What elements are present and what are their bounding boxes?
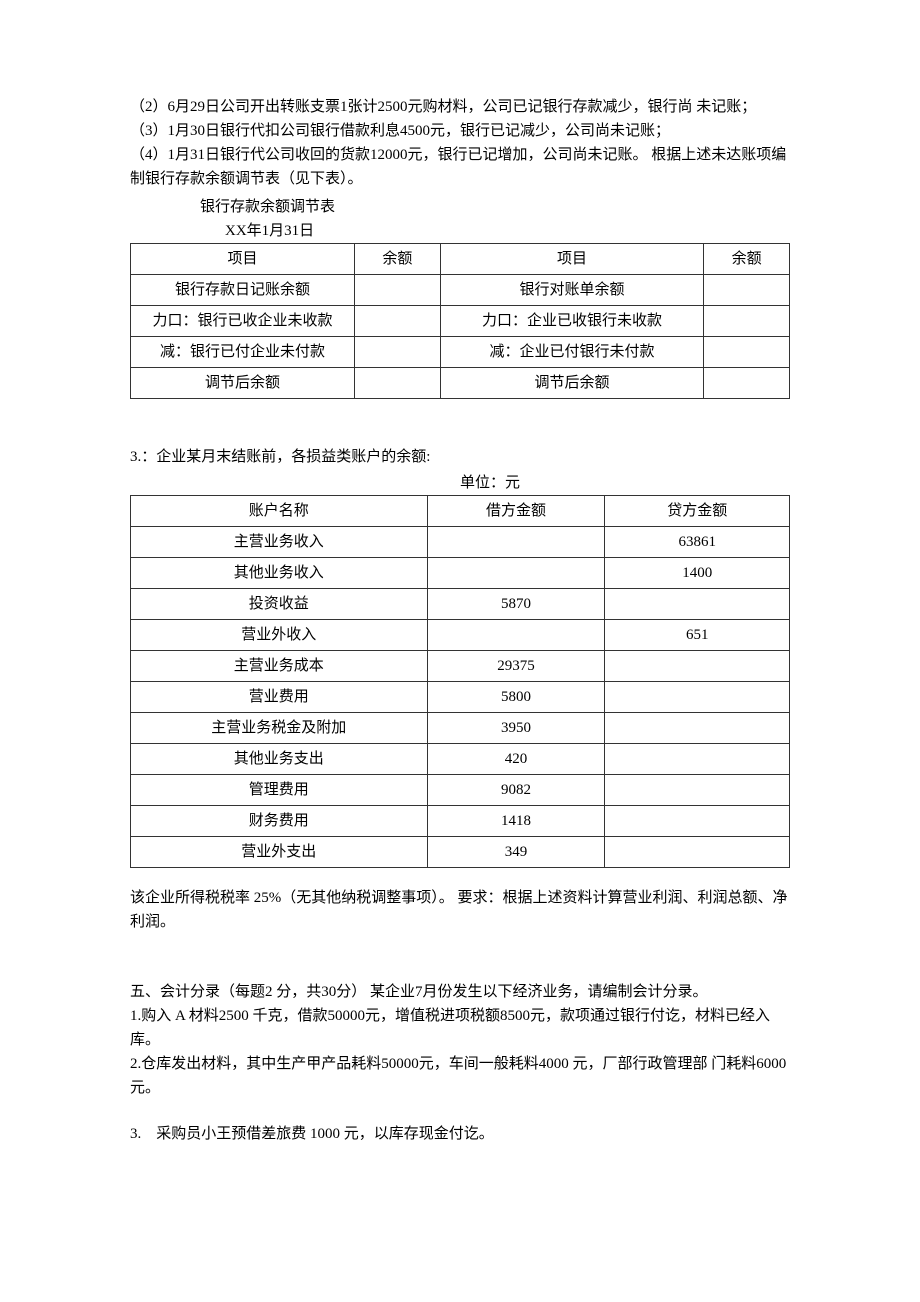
t2-r9-name: 财务费用 [131,806,428,837]
table-row: 项目 余额 项目 余额 [131,244,790,275]
t1-r3-left: 调节后余额 [131,368,355,399]
t2-r4-credit [605,651,790,682]
t2-r5-credit [605,682,790,713]
t1-r2-left: 减：银行已付企业未付款 [131,337,355,368]
section5-q3: 3. 采购员小王预借差旅费 1000 元，以库存现金付讫。 [130,1122,790,1146]
section3-unit: 单位：元 [130,471,790,495]
t2-r2-credit [605,589,790,620]
section5-q1: 1.购入 A 材料2500 千克，借款50000元，增值税进项税额8500元，款… [130,1004,790,1052]
t1-r1-left: 力口：银行已收企业未收款 [131,306,355,337]
t1-r0-left: 银行存款日记账余额 [131,275,355,306]
t2-h-debit: 借方金额 [427,496,605,527]
t2-r0-credit: 63861 [605,527,790,558]
table-row: 力口：银行已收企业未收款 力口：企业已收银行未收款 [131,306,790,337]
t2-r9-debit: 1418 [427,806,605,837]
t1-r1-right: 力口：企业已收银行未收款 [440,306,704,337]
t2-r4-name: 主营业务成本 [131,651,428,682]
t1-r0-right: 银行对账单余额 [440,275,704,306]
t1-r2-lval [355,337,441,368]
table-row: 其他业务收入 1400 [131,558,790,589]
t1-r1-rval [704,306,790,337]
intro-item-4: （4）1月31日银行代公司收回的货款12000元，银行已记增加，公司尚未记账。 … [130,143,790,191]
t1-r2-rval [704,337,790,368]
t2-r5-name: 营业费用 [131,682,428,713]
t2-r4-debit: 29375 [427,651,605,682]
t2-r3-credit: 651 [605,620,790,651]
table-row: 主营业务收入 63861 [131,527,790,558]
table1-title: 银行存款余额调节表 [130,195,790,219]
t2-r10-debit: 349 [427,837,605,868]
t2-r0-name: 主营业务收入 [131,527,428,558]
table-row: 减：银行已付企业未付款 减：企业已付银行未付款 [131,337,790,368]
table-row: 调节后余额 调节后余额 [131,368,790,399]
t2-r8-name: 管理费用 [131,775,428,806]
t1-h-item-right: 项目 [440,244,704,275]
t2-r2-name: 投资收益 [131,589,428,620]
t2-r7-credit [605,744,790,775]
t2-r7-name: 其他业务支出 [131,744,428,775]
intro-item-2: （2）6月29日公司开出转账支票1张计2500元购材料，公司已记银行存款减少，银… [130,95,790,119]
t2-r3-name: 营业外收入 [131,620,428,651]
table-row: 银行存款日记账余额 银行对账单余额 [131,275,790,306]
t2-h-credit: 贷方金额 [605,496,790,527]
t1-h-balance-right: 余额 [704,244,790,275]
intro-item-3: （3）1月30日银行代扣公司银行借款利息4500元，银行已记减少，公司尚未记账； [130,119,790,143]
t1-r2-right: 减：企业已付银行未付款 [440,337,704,368]
t1-r3-rval [704,368,790,399]
t1-r0-rval [704,275,790,306]
table-row: 主营业务成本29375 [131,651,790,682]
table-row: 主营业务税金及附加3950 [131,713,790,744]
t2-r6-debit: 3950 [427,713,605,744]
t2-r1-debit [427,558,605,589]
t2-r3-debit [427,620,605,651]
section5-header: 五、会计分录（每题2 分，共30分） 某企业7月份发生以下经济业务，请编制会计分… [130,980,790,1004]
table-row: 营业费用5800 [131,682,790,713]
t2-r5-debit: 5800 [427,682,605,713]
t1-r0-lval [355,275,441,306]
t2-r10-credit [605,837,790,868]
t2-r10-name: 营业外支出 [131,837,428,868]
t2-r1-name: 其他业务收入 [131,558,428,589]
t2-h-name: 账户名称 [131,496,428,527]
t1-r3-lval [355,368,441,399]
section5-q2: 2.仓库发出材料，其中生产甲产品耗料50000元，车间一般耗料4000 元，厂部… [130,1052,790,1100]
t2-r1-credit: 1400 [605,558,790,589]
table-row: 营业外支出349 [131,837,790,868]
t1-r1-lval [355,306,441,337]
t1-h-balance-left: 余额 [355,244,441,275]
section3-title: 3.：企业某月末结账前，各损益类账户的余额: [130,445,790,469]
t1-r3-right: 调节后余额 [440,368,704,399]
t2-r7-debit: 420 [427,744,605,775]
section3-requirement: 该企业所得税税率 25%（无其他纳税调整事项）。 要求：根据上述资料计算营业利润… [130,886,790,934]
t2-r2-debit: 5870 [427,589,605,620]
t2-r8-debit: 9082 [427,775,605,806]
profit-loss-table: 账户名称 借方金额 贷方金额 主营业务收入 63861 其他业务收入 1400 投资… [130,495,790,868]
t2-r8-credit [605,775,790,806]
t1-h-item-left: 项目 [131,244,355,275]
table-row: 账户名称 借方金额 贷方金额 [131,496,790,527]
t2-r0-debit [427,527,605,558]
t2-r6-credit [605,713,790,744]
table1-date: XX年1月31日 [130,219,790,243]
table-row: 营业外收入 651 [131,620,790,651]
table-row: 投资收益5870 [131,589,790,620]
bank-reconciliation-table: 项目 余额 项目 余额 银行存款日记账余额 银行对账单余额 力口：银行已收企业未… [130,243,790,399]
t2-r6-name: 主营业务税金及附加 [131,713,428,744]
table-row: 管理费用9082 [131,775,790,806]
table-row: 财务费用1418 [131,806,790,837]
table-row: 其他业务支出420 [131,744,790,775]
t2-r9-credit [605,806,790,837]
